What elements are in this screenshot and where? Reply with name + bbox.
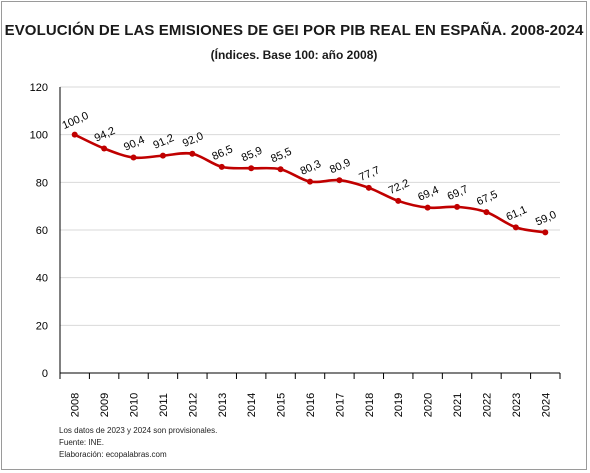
y-tick-label: 0 — [42, 368, 48, 380]
y-tick-label: 40 — [36, 273, 48, 285]
x-tick-label: 2009 — [99, 393, 111, 417]
y-tick-label: 20 — [36, 320, 48, 332]
data-point — [365, 184, 372, 191]
data-label: 59,0 — [534, 209, 558, 229]
data-point — [512, 224, 519, 231]
chart-title: EVOLUCIÓN DE LAS EMISIONES DE GEI POR PI… — [4, 22, 584, 39]
x-tick-label: 2012 — [187, 393, 199, 417]
data-label: 72,2 — [387, 177, 411, 197]
y-tick-label: 60 — [36, 225, 48, 237]
data-point — [248, 165, 255, 172]
data-point — [542, 229, 549, 236]
data-label: 100,0 — [60, 110, 90, 132]
data-label: 90,4 — [122, 134, 146, 154]
data-point — [454, 203, 461, 210]
x-tick-label: 2014 — [246, 393, 258, 417]
x-tick-label: 2015 — [276, 393, 288, 417]
data-label: 85,5 — [269, 146, 293, 166]
x-tick-label: 2020 — [423, 393, 435, 417]
chart-subtitle: (Índices. Base 100: año 2008) — [210, 48, 378, 62]
note-credit: Elaboración: ecopalabras.com — [59, 450, 167, 459]
data-label: 77,7 — [357, 164, 381, 184]
x-tick-labels: 2008 2009 2010 2011 2012 2013 2014 2015 2016 2017… — [70, 393, 553, 417]
gridlines — [60, 86, 560, 326]
data-point — [159, 152, 166, 159]
data-label: 80,3 — [299, 158, 323, 178]
x-tick-label: 2022 — [481, 393, 493, 417]
data-point — [218, 163, 225, 170]
x-tick-label: 2021 — [452, 393, 464, 417]
y-tick-label: 80 — [36, 177, 48, 189]
x-tick-label: 2013 — [217, 393, 229, 417]
x-tick-label: 2008 — [70, 393, 82, 417]
data-point — [71, 131, 78, 138]
x-tick-label: 2016 — [305, 393, 317, 417]
data-label: 86,5 — [210, 143, 234, 163]
axes — [59, 87, 561, 379]
x-tick-label: 2010 — [129, 393, 141, 417]
data-point — [307, 178, 313, 185]
x-tick-label: 2017 — [334, 393, 346, 417]
data-label: 80,9 — [328, 157, 352, 177]
note-provisional: Los datos de 2023 y 2024 son provisional… — [59, 426, 218, 435]
x-tick-label: 2011 — [158, 393, 170, 417]
data-label: 94,2 — [93, 125, 117, 145]
data-label: 69,4 — [416, 184, 440, 204]
data-label: 67,5 — [475, 189, 499, 209]
data-point — [101, 145, 108, 152]
data-point — [395, 197, 402, 204]
data-label: 61,1 — [504, 204, 528, 224]
x-tick-label: 2019 — [393, 393, 405, 417]
data-label: 92,0 — [181, 130, 205, 150]
data-point — [277, 166, 284, 173]
series-emisiones — [71, 131, 549, 236]
note-source: Fuente: INE. — [59, 438, 104, 447]
data-point — [483, 209, 490, 216]
x-tick-label: 2018 — [364, 393, 376, 417]
data-label: 85,9 — [240, 145, 264, 165]
data-label: 69,7 — [446, 183, 470, 203]
y-tick-label: 100 — [30, 130, 48, 142]
data-point — [336, 177, 343, 184]
y-tick-label: 120 — [30, 82, 48, 94]
y-tick-labels: 0 20 40 60 80 100 120 — [30, 82, 48, 380]
x-tick-label: 2023 — [511, 393, 523, 417]
data-point — [424, 204, 431, 211]
data-point — [189, 150, 196, 157]
x-tick-label: 2024 — [540, 393, 552, 417]
chart-notes: Los datos de 2023 y 2024 son provisional… — [59, 425, 217, 461]
data-point — [130, 154, 137, 161]
